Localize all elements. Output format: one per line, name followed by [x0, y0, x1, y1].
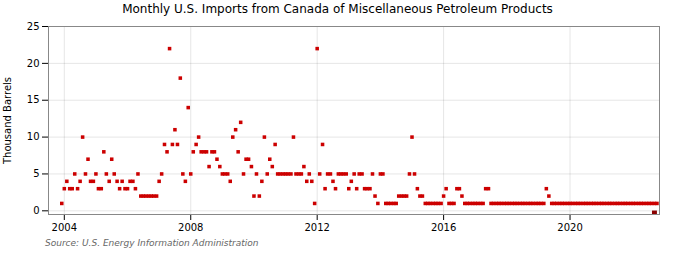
svg-text:2016: 2016 — [431, 222, 456, 233]
svg-text:10: 10 — [27, 131, 40, 142]
html-text:Source: U.S. Energy Informatio: Source: U.S. Energy Information Administ… — [45, 238, 259, 248]
svg-text:2004: 2004 — [52, 222, 77, 233]
svg-text:20: 20 — [27, 58, 40, 69]
svg-text:5: 5 — [33, 168, 39, 179]
svg-text:0: 0 — [33, 205, 39, 216]
svg-text:2008: 2008 — [178, 222, 203, 233]
svg-text:2012: 2012 — [304, 222, 329, 233]
svg-text:25: 25 — [27, 21, 40, 32]
svg-text:15: 15 — [27, 94, 40, 105]
svg-text:2020: 2020 — [557, 222, 582, 233]
svg-text:Thousand Barrels: Thousand Barrels — [2, 77, 13, 165]
html-text:Monthly U.S. Imports from Cana: Monthly U.S. Imports from Canada of Misc… — [122, 2, 553, 16]
